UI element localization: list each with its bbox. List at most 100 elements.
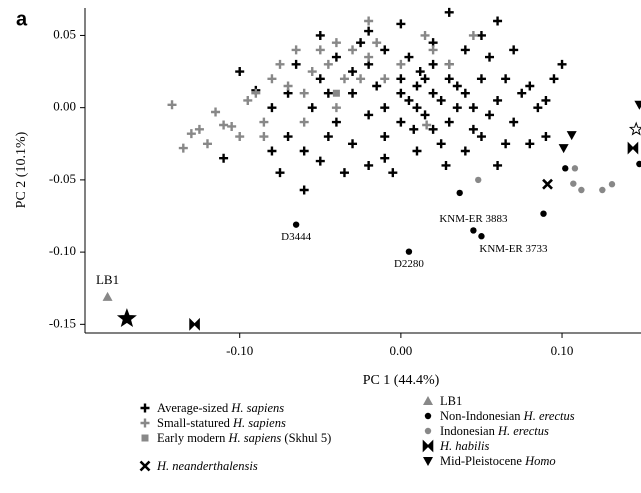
- plus-marker: [331, 38, 341, 48]
- square-marker: [332, 89, 340, 97]
- plus-marker: [364, 16, 374, 26]
- plus-marker: [509, 45, 519, 55]
- plus-marker: [315, 156, 325, 166]
- plus-marker: [315, 30, 325, 40]
- y-tick-label: -0.10: [49, 243, 76, 258]
- star-marker: [116, 308, 137, 327]
- plus-marker: [227, 121, 237, 131]
- plus-marker: [460, 146, 470, 156]
- plus-marker: [396, 59, 406, 69]
- plus-marker: [428, 59, 438, 69]
- plus-marker: [178, 143, 188, 153]
- plus-marker: [323, 88, 333, 98]
- legend-label: Average-sized H. sapiens: [157, 401, 284, 415]
- plus-marker: [396, 88, 406, 98]
- plus-marker: [436, 95, 446, 105]
- plus-marker: [460, 45, 470, 55]
- legend-label: Early modern H. sapiens (Skhul 5): [157, 431, 331, 445]
- plus-marker: [412, 146, 422, 156]
- y-tick-label: 0.00: [53, 99, 76, 114]
- plus-marker: [235, 67, 245, 77]
- x-axis-title: PC 1 (44.4%): [363, 373, 440, 388]
- plus-marker: [501, 139, 511, 149]
- plus-marker: [275, 168, 285, 178]
- circle-marker: [292, 221, 300, 228]
- plus-marker: [420, 74, 430, 84]
- panel-label: a: [16, 8, 28, 30]
- plus-marker: [307, 103, 317, 113]
- plus-marker: [476, 30, 486, 40]
- plus-marker: [388, 168, 398, 178]
- plus-marker: [436, 139, 446, 149]
- plus-marker: [348, 45, 358, 55]
- triangle-down-marker: [558, 144, 569, 154]
- bowtie-marker: [422, 439, 434, 453]
- circle-marker: [562, 165, 569, 172]
- x-marker: [542, 178, 553, 190]
- plus-marker: [444, 117, 454, 127]
- x-tick-label: 0.00: [389, 343, 412, 358]
- plus-marker: [283, 81, 293, 91]
- plus-marker: [339, 168, 349, 178]
- plus-marker: [557, 59, 567, 69]
- plus-marker: [493, 16, 503, 26]
- plus-marker: [299, 88, 309, 98]
- plus-marker: [211, 107, 221, 117]
- y-axis-title: PC 2 (10.1%): [14, 131, 29, 208]
- plus-marker: [428, 124, 438, 134]
- plus-marker: [541, 132, 551, 142]
- plus-marker: [219, 153, 229, 163]
- plus-marker: [412, 81, 422, 91]
- plus-marker: [380, 74, 390, 84]
- plus-marker: [259, 132, 269, 142]
- plus-marker: [493, 160, 503, 170]
- legend-label: Small-statured H. sapiens: [157, 416, 286, 430]
- plus-marker: [468, 103, 478, 113]
- plus-marker: [415, 67, 425, 77]
- plus-marker: [493, 95, 503, 105]
- plus-marker: [485, 110, 495, 120]
- circle-marker: [470, 227, 477, 234]
- circle-marker: [570, 180, 577, 187]
- plus-marker: [291, 59, 301, 69]
- circle-marker: [424, 412, 432, 420]
- plus-marker: [372, 81, 382, 91]
- legend-label: Indonesian H. erectus: [440, 424, 549, 438]
- plus-marker: [364, 26, 374, 36]
- plus-marker: [259, 117, 269, 127]
- legend-label: H. neanderthalensis: [156, 459, 258, 473]
- plus-marker: [194, 124, 204, 134]
- plus-marker: [517, 88, 527, 98]
- plus-marker: [396, 74, 406, 84]
- plus-marker: [428, 88, 438, 98]
- plus-marker: [428, 45, 438, 55]
- y-tick-label: -0.05: [49, 171, 76, 186]
- plus-marker: [348, 67, 358, 77]
- plus-marker: [501, 74, 511, 84]
- plus-marker: [315, 45, 325, 55]
- triangle-marker: [423, 396, 433, 405]
- plus-marker: [452, 103, 462, 113]
- square-marker: [141, 434, 149, 442]
- plus-marker: [409, 124, 419, 134]
- plus-marker: [380, 132, 390, 142]
- plus-marker: [380, 153, 390, 163]
- circle-marker: [478, 233, 485, 240]
- plus-marker: [348, 139, 358, 149]
- plus-marker: [167, 100, 177, 110]
- circle-marker: [475, 176, 482, 184]
- plus-marker: [364, 110, 374, 120]
- plus-marker: [251, 88, 261, 98]
- plus-marker: [485, 52, 495, 62]
- plus-marker: [315, 74, 325, 84]
- point-label: D3444: [281, 231, 311, 243]
- plus-marker: [541, 95, 551, 105]
- bowtie-marker: [627, 141, 639, 155]
- circle-marker: [636, 160, 641, 168]
- circle-marker: [540, 210, 547, 217]
- plus-marker: [396, 19, 406, 29]
- circle-marker: [578, 186, 585, 194]
- circle-marker: [608, 181, 616, 188]
- plus-marker: [444, 59, 454, 69]
